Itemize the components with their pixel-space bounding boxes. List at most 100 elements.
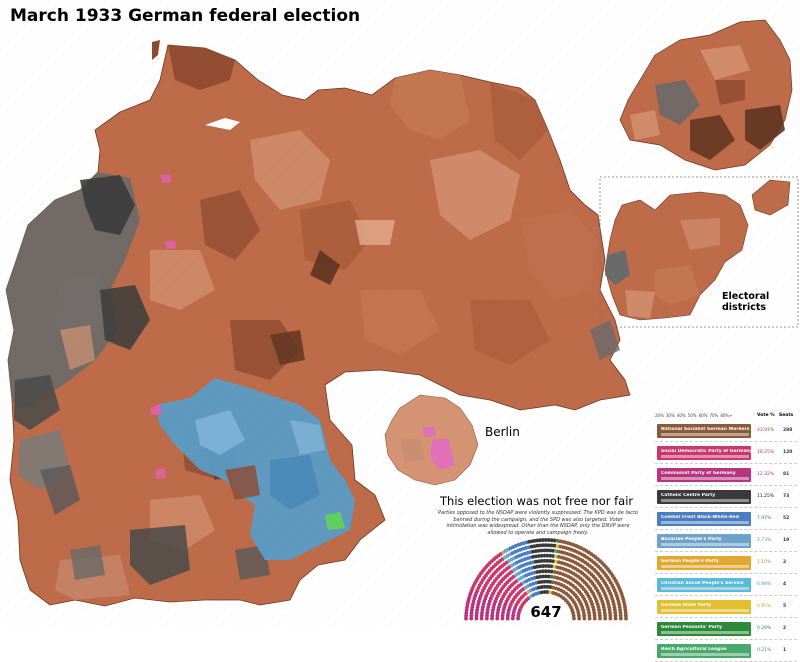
seat-dot	[505, 613, 510, 618]
seat-dot	[601, 605, 606, 609]
electoral-districts-inset	[599, 176, 799, 328]
party-name: National Socialist German Workers	[661, 427, 750, 432]
east-prussia-inset	[619, 19, 793, 171]
party-subtitle-bar	[661, 609, 749, 612]
seat-dot	[545, 553, 550, 558]
seat-dot	[552, 570, 557, 574]
seat-dot	[618, 607, 623, 612]
seat-dot	[592, 610, 597, 615]
seat-dot	[597, 608, 601, 612]
seat-dot	[495, 613, 500, 618]
party-color-bar: National Socialist German Workers	[657, 424, 751, 438]
party-name: German Peasants' Party	[661, 625, 723, 630]
legend-row: Combat Front Black-White-Red 7.97% 52	[655, 510, 797, 530]
seat-dot	[532, 576, 537, 580]
seat-dot	[542, 553, 547, 558]
seat-dot	[538, 569, 543, 574]
seat-dot	[541, 543, 545, 548]
party-vote: 0.98%	[757, 582, 772, 587]
party-seats: 19	[783, 538, 790, 543]
legend-row: Catholic Centre Party 11.25% 73	[655, 488, 797, 508]
legend-row: Communist Party of Germany 12.32% 81	[655, 466, 797, 486]
party-color-bar: Bavarian People's Party	[657, 534, 751, 548]
seat-dot	[592, 616, 597, 621]
party-name: Social Democratic Party of Germany	[661, 449, 751, 454]
seat-dot	[624, 616, 628, 621]
seat-dot	[539, 585, 544, 589]
party-seats: 2	[783, 626, 787, 631]
seat-dot	[532, 538, 537, 543]
party-name: Communist Party of Germany	[661, 471, 736, 476]
seat-dot	[603, 616, 608, 621]
seat-dot	[535, 575, 540, 580]
seat-dot	[542, 579, 547, 584]
party-name: Catholic Centre Party	[661, 493, 716, 498]
seat-dot	[516, 613, 521, 618]
seat-dot	[538, 564, 543, 569]
seat-dot	[549, 564, 554, 569]
seat-dot	[532, 544, 537, 548]
seat-dot	[531, 549, 536, 554]
seat-dot	[608, 613, 613, 618]
seat-dot	[529, 544, 534, 549]
seat-dot	[613, 613, 618, 618]
seat-dot	[475, 608, 480, 612]
party-seats: 120	[783, 450, 793, 455]
seat-dot	[534, 549, 538, 554]
seat-dot	[548, 548, 553, 553]
legend-header: 20% 30% 40% 50% 60% 70% 80%+ Vote % Seats	[655, 411, 797, 420]
seat-dot	[581, 610, 586, 615]
parliament-hemicycle	[464, 538, 628, 621]
seat-dot	[542, 590, 547, 594]
seat-dot	[546, 564, 551, 568]
party-name: Reich Agricultural League	[661, 647, 727, 652]
scale-tick: 20%	[655, 413, 664, 418]
seat-dot	[558, 544, 563, 549]
party-subtitle-bar	[661, 543, 749, 546]
total-seats: 647	[530, 603, 562, 621]
party-color-bar: Communist Party of Germany	[657, 468, 751, 482]
seat-dot	[536, 559, 541, 564]
party-name: Combat Front Black-White-Red	[661, 515, 739, 520]
party-vote: 12.32%	[757, 472, 775, 477]
seat-dot	[539, 590, 544, 595]
seat-dot	[544, 569, 548, 574]
seat-dot	[591, 608, 596, 612]
seat-dot	[541, 564, 546, 568]
party-vote: 11.25%	[757, 494, 775, 499]
seat-dot	[495, 616, 500, 621]
party-vote: 18.25%	[757, 450, 775, 455]
scale-tick: 80%+	[720, 413, 733, 418]
seat-dot	[535, 538, 540, 543]
party-seats: 2	[783, 560, 787, 565]
vote-header: Vote %	[757, 413, 775, 418]
seat-dot	[545, 548, 550, 553]
seat-dot	[607, 608, 612, 612]
seat-dot	[464, 608, 469, 613]
seat-dot	[536, 585, 541, 590]
party-color-bar: Combat Front Black-White-Red	[657, 512, 751, 526]
election-note: Parties opposed to the NSDAP were violen…	[438, 510, 638, 536]
seat-dot	[528, 550, 533, 555]
seat-dot	[545, 584, 550, 589]
party-seats: 73	[783, 494, 790, 499]
scale-tick: 30%	[665, 413, 675, 418]
party-color-bar: German State Party	[657, 600, 751, 614]
seat-dot	[500, 613, 505, 618]
party-seats: 288	[783, 428, 793, 433]
seat-dot	[572, 616, 576, 621]
seat-dot	[542, 558, 547, 563]
seat-dot	[533, 559, 538, 564]
party-subtitle-bar	[661, 653, 749, 656]
seat-dot	[618, 613, 623, 618]
seat-dot	[623, 605, 627, 610]
seat-dot	[554, 559, 559, 564]
seat-dot	[474, 613, 479, 618]
seat-dot	[586, 607, 591, 612]
seat-dot	[548, 585, 553, 589]
seat-dot	[552, 538, 557, 543]
seat-dot	[587, 616, 592, 621]
seat-dot	[541, 569, 546, 574]
seat-dot	[582, 613, 587, 618]
party-subtitle-bar	[661, 433, 749, 436]
